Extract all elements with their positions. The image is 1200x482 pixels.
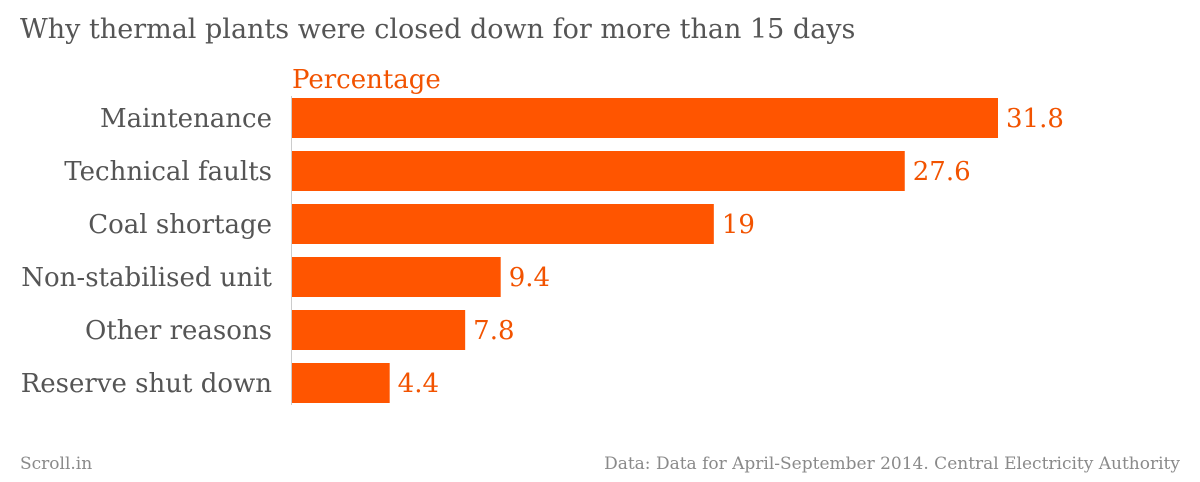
bar <box>292 98 998 138</box>
category-label: Other reasons <box>85 316 272 346</box>
data-label: 9.4 <box>509 263 550 293</box>
series-label: Percentage <box>292 65 441 95</box>
data-label: 27.6 <box>913 157 971 187</box>
category-label: Reserve shut down <box>21 369 273 399</box>
data-label: 19 <box>722 210 755 240</box>
category-label: Technical faults <box>64 157 272 187</box>
category-label: Coal shortage <box>88 210 272 240</box>
bar <box>292 257 501 297</box>
data-label: 4.4 <box>398 369 439 399</box>
brand-credit: Scroll.in <box>20 454 93 474</box>
bar <box>292 151 905 191</box>
category-label: Maintenance <box>100 104 272 134</box>
bar <box>292 363 390 403</box>
data-label: 7.8 <box>473 316 514 346</box>
chart-title: Why thermal plants were closed down for … <box>20 14 856 45</box>
category-label: Non-stabilised unit <box>21 263 272 293</box>
data-label: 31.8 <box>1006 104 1064 134</box>
source-note: Data: Data for April-September 2014. Cen… <box>604 454 1180 474</box>
bar <box>292 204 714 244</box>
bar <box>292 310 466 350</box>
